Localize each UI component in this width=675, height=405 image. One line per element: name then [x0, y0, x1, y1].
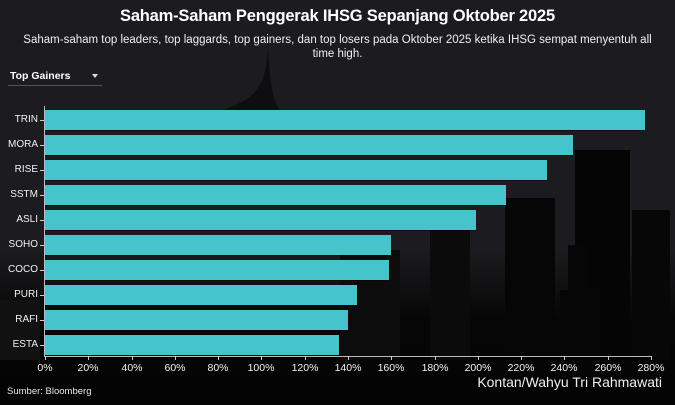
x-tick [478, 356, 479, 360]
x-tick [608, 356, 609, 360]
x-tick-label: 120% [291, 362, 319, 374]
bar-puri[interactable] [45, 285, 357, 305]
y-tick-label: MORA [8, 139, 38, 150]
x-tick [132, 356, 133, 360]
credit-text: Kontan/Wahyu Tri Rahmawati [477, 374, 662, 390]
x-tick [175, 356, 176, 360]
x-tick [305, 356, 306, 360]
chart-title: Saham-Saham Penggerak IHSG Sepanjang Okt… [120, 7, 555, 25]
x-tick [564, 356, 565, 360]
y-tick [40, 270, 44, 271]
x-tick-label: 140% [334, 362, 362, 374]
y-tick [40, 120, 44, 121]
bar-coco[interactable] [45, 260, 389, 280]
x-tick-label: 160% [377, 362, 405, 374]
x-tick [348, 356, 349, 360]
y-tick-label: RAFI [15, 314, 38, 325]
y-tick [40, 345, 44, 346]
x-tick-label: 260% [594, 362, 622, 374]
x-tick [261, 356, 262, 360]
x-tick [651, 356, 652, 360]
bar-asli[interactable] [45, 210, 476, 230]
x-tick-label: 240% [550, 362, 578, 374]
chart-subtitle: Saham-saham top leaders, top laggards, t… [23, 34, 652, 60]
y-tick [40, 320, 44, 321]
y-tick [40, 220, 44, 221]
y-tick [40, 195, 44, 196]
x-tick-label: 20% [77, 362, 99, 374]
x-tick [218, 356, 219, 360]
source-text: Sumber: Bloomberg [7, 386, 92, 397]
x-tick-label: 0% [37, 362, 53, 374]
y-tick [40, 245, 44, 246]
y-tick-label: RISE [14, 164, 38, 175]
bar-sstm[interactable] [45, 185, 506, 205]
x-tick [435, 356, 436, 360]
y-tick-label: ASLI [16, 214, 38, 225]
y-tick [40, 295, 44, 296]
bar-mora[interactable] [45, 135, 573, 155]
y-tick-label: ESTA [12, 339, 38, 350]
bar-trin[interactable] [45, 110, 645, 130]
x-tick [521, 356, 522, 360]
x-tick-label: 60% [164, 362, 186, 374]
x-tick-label: 40% [121, 362, 143, 374]
y-tick-label: SOHO [8, 239, 38, 250]
x-tick [45, 356, 46, 360]
x-tick-label: 200% [464, 362, 492, 374]
x-tick-label: 280% [637, 362, 665, 374]
bar-rise[interactable] [45, 160, 547, 180]
x-tick [391, 356, 392, 360]
x-tick-label: 180% [421, 362, 449, 374]
y-tick [40, 145, 44, 146]
x-tick [88, 356, 89, 360]
category-dropdown[interactable]: Top Gainers [8, 68, 102, 86]
y-tick-label: TRIN [14, 114, 38, 125]
y-tick-label: COCO [8, 264, 38, 275]
bar-esta[interactable] [45, 335, 339, 355]
y-axis [44, 106, 45, 356]
x-tick-label: 80% [207, 362, 229, 374]
x-tick-label: 220% [507, 362, 535, 374]
dropdown-selected-label: Top Gainers [10, 70, 71, 82]
y-tick-label: PURI [14, 289, 38, 300]
y-tick [40, 170, 44, 171]
bar-soho[interactable] [45, 235, 391, 255]
bar-rafi[interactable] [45, 310, 348, 330]
x-tick-label: 100% [247, 362, 275, 374]
y-tick-label: SSTM [10, 189, 38, 200]
caret-down-icon [92, 74, 98, 78]
